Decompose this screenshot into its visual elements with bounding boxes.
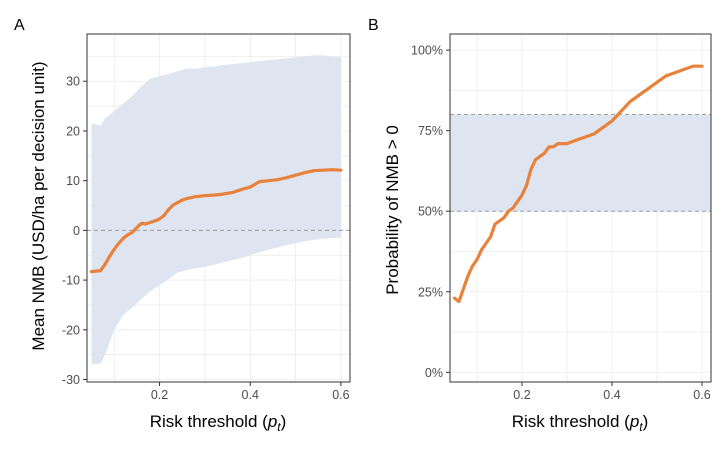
panel-b-x-title-close: ) [643, 412, 649, 431]
panel-b-frame [449, 33, 712, 383]
panel-b-x-title-main: Risk threshold ( [512, 412, 630, 431]
panel-a-x-ticks: 0.2 0.4 0.6 [151, 382, 350, 402]
panel-b-y-tick-label: 25% [418, 285, 443, 299]
panel-a-interval-band [91, 55, 341, 365]
panel-a-y-axis-title: Mean NMB (USD/ha per decision unit) [29, 61, 48, 350]
panel-a-mean-series [89, 168, 343, 274]
panel-a-x-tick-label: 0.2 [151, 388, 168, 402]
panel-b-y-tick-label: 0% [425, 366, 443, 380]
panel-b-x-tick-label: 0.6 [693, 388, 710, 402]
panel-a-y-tick-label: -20 [62, 323, 80, 337]
panel-b-band-fill [450, 114, 711, 212]
panel-a-y-tick-label: -10 [62, 274, 80, 288]
panel-b-x-title-var: p [629, 412, 639, 431]
panel-a-x-title-var: p [267, 412, 277, 431]
panel-a-x-title-main: Risk threshold ( [150, 412, 268, 431]
panel-a-frame [86, 33, 351, 383]
panel-b-x-tick-label: 0.2 [513, 388, 530, 402]
panel-a-x-title-close: ) [281, 412, 287, 431]
panel-a-x-axis-title: Risk threshold (pt) [150, 412, 287, 434]
panel-b-y-ticks: 0% 25% 50% 75% 100% [411, 44, 450, 380]
panel-a-x-title-sub: t [277, 420, 281, 434]
panel-b-x-ticks: 0.2 0.4 0.6 [513, 382, 711, 402]
panel-b-y-tick-label: 50% [418, 205, 443, 219]
panel-b-tag: B [368, 17, 379, 34]
panel-b-border [449, 33, 712, 383]
panel-b-x-tick-label: 0.4 [603, 388, 620, 402]
panel-a-y-tick-label: 0 [73, 224, 80, 238]
panel-b-y-tick-label: 75% [418, 124, 443, 138]
panel-a-y-tick-label: 20 [66, 124, 80, 138]
panel-a-x-tick-label: 0.6 [332, 388, 349, 402]
panel-b-x-title-sub: t [639, 420, 643, 434]
panel-a: A 0.2 0.4 0.6 -30 -20 -10 0 10 20 30 Risk thresh… [14, 17, 351, 434]
panel-b-y-axis-title: Probability of NMB > 0 [383, 125, 402, 295]
panel-a-y-tick-label: -30 [62, 373, 80, 387]
panel-b-probability-series [452, 64, 704, 303]
panel-a-y-tick-label: 10 [66, 174, 80, 188]
panel-a-mean-line [89, 168, 343, 274]
panel-b: B 0.2 0.4 0.6 0% 25% 50% 75% 100% Risk thresho… [368, 17, 712, 434]
panel-a-interval-ribbon [91, 55, 341, 365]
panel-a-y-ticks: -30 -20 -10 0 10 20 30 [62, 75, 87, 387]
panel-b-x-axis-title: Risk threshold (pt) [512, 412, 649, 434]
panel-b-shaded-band [450, 114, 711, 212]
panel-a-y-tick-label: 30 [66, 75, 80, 89]
panel-a-border [86, 33, 351, 383]
panel-b-y-tick-label: 100% [411, 44, 443, 58]
panel-a-x-tick-label: 0.4 [242, 388, 259, 402]
panel-a-tag: A [14, 17, 25, 34]
panel-b-probability-line [452, 64, 704, 303]
